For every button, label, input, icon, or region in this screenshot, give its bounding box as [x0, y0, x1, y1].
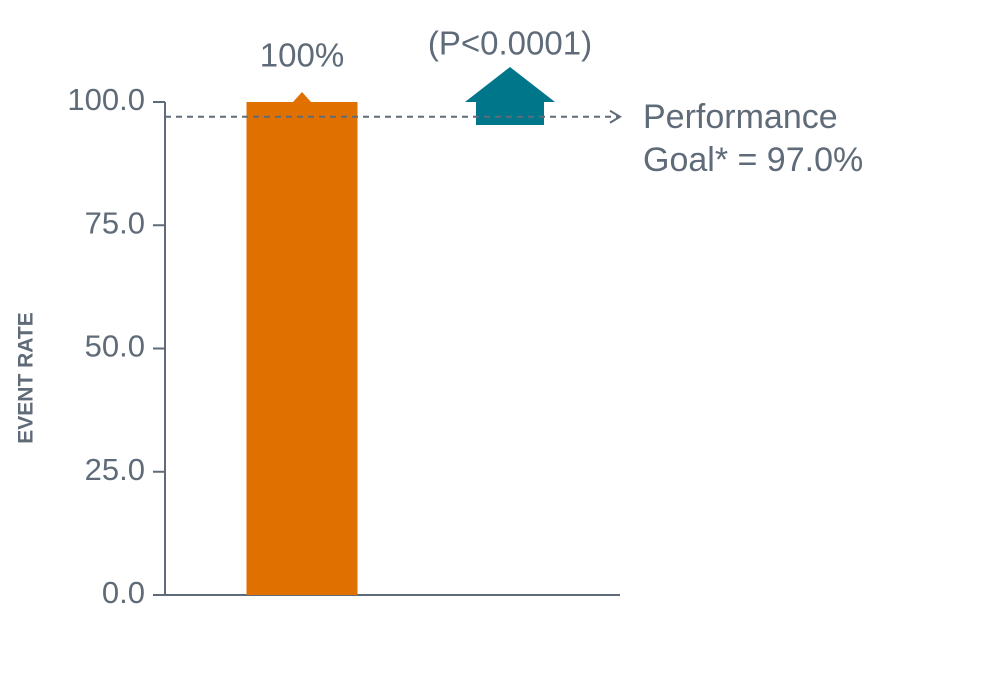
y-tick-label: 75.0 — [85, 205, 145, 240]
bar — [246, 102, 358, 595]
up-arrow — [465, 67, 555, 125]
value-label: 100% — [260, 37, 344, 74]
y-tick-label: 25.0 — [85, 452, 145, 487]
goal-arrowhead — [609, 109, 622, 124]
y-tick-label: 0.0 — [102, 575, 145, 610]
goal-label: Performance — [643, 98, 838, 136]
annotation: (P<0.0001) — [428, 25, 592, 62]
y-tick-label: 50.0 — [85, 329, 145, 364]
bar-pointer — [293, 92, 311, 102]
goal-label: Goal* = 97.0% — [643, 141, 863, 179]
y-axis-label: EVENT RATE — [15, 312, 38, 443]
y-tick-label: 100.0 — [67, 82, 145, 117]
